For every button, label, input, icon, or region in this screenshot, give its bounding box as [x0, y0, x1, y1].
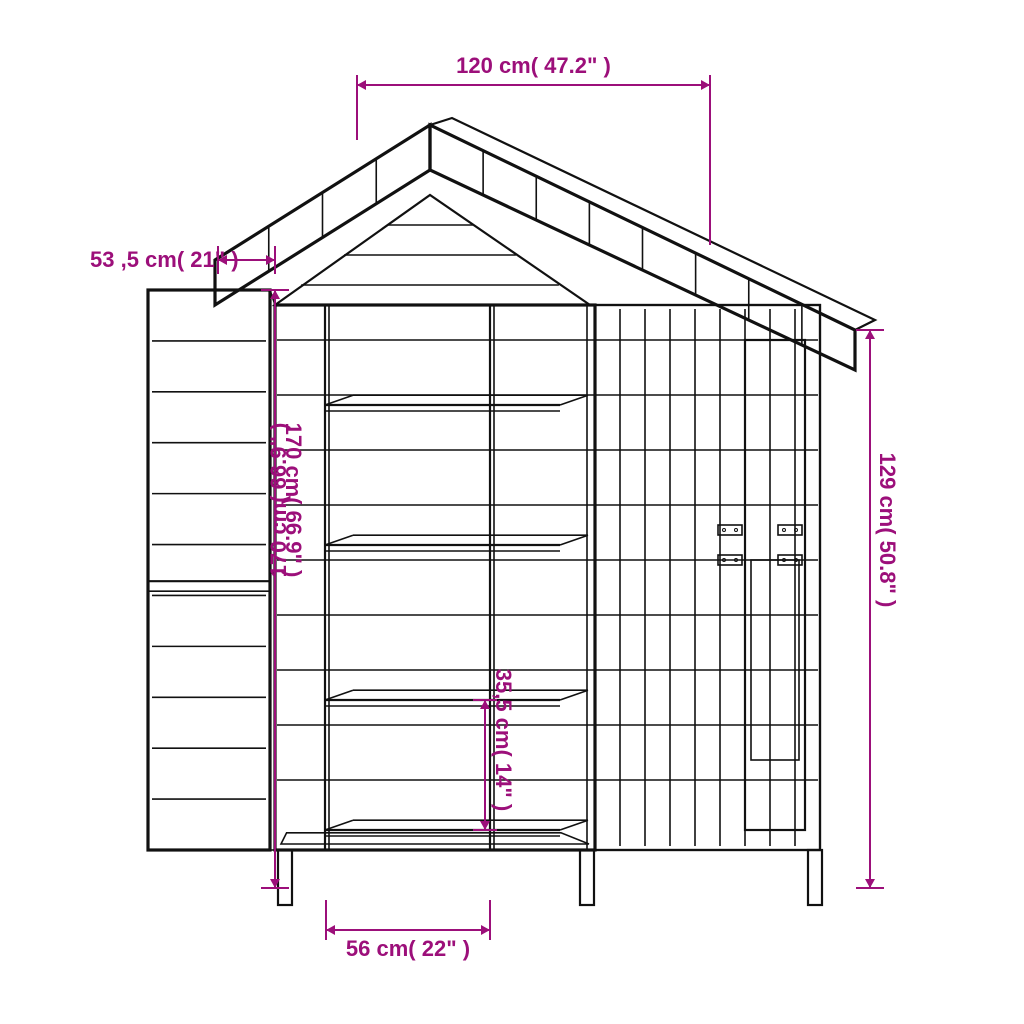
svg-text:53 ,5 cm( 21" ): 53 ,5 cm( 21" ) [90, 247, 239, 272]
svg-text:129 cm( 50.8" ): 129 cm( 50.8" ) [875, 453, 900, 608]
svg-text:56 cm( 22" ): 56 cm( 22" ) [346, 936, 470, 961]
svg-text:35,5 cm( 14" ): 35,5 cm( 14" ) [491, 669, 516, 812]
svg-text:170 cm( 66.9" ): 170 cm( 66.9" ) [266, 423, 291, 578]
svg-text:120 cm( 47.2" ): 120 cm( 47.2" ) [456, 53, 611, 78]
